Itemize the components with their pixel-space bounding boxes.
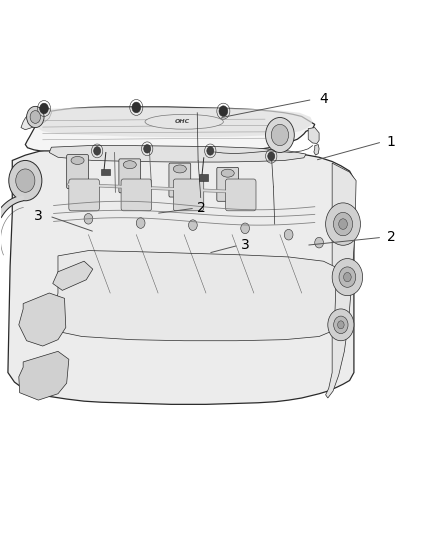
Polygon shape [51, 251, 336, 341]
Circle shape [325, 203, 360, 245]
Circle shape [268, 152, 275, 160]
Circle shape [338, 321, 344, 329]
Circle shape [136, 217, 145, 228]
Circle shape [271, 124, 289, 146]
Polygon shape [308, 127, 319, 143]
Circle shape [40, 103, 48, 114]
Circle shape [241, 223, 250, 233]
Polygon shape [8, 144, 354, 405]
Text: 1: 1 [386, 135, 396, 149]
Polygon shape [19, 293, 66, 346]
Ellipse shape [145, 114, 223, 129]
FancyBboxPatch shape [217, 167, 239, 201]
Ellipse shape [71, 157, 84, 165]
Circle shape [219, 106, 228, 116]
Text: OHC: OHC [174, 119, 190, 124]
Circle shape [188, 220, 197, 230]
Circle shape [144, 144, 151, 153]
FancyBboxPatch shape [69, 179, 99, 211]
Circle shape [333, 213, 353, 236]
Text: 3: 3 [34, 209, 43, 223]
Circle shape [339, 267, 356, 287]
Circle shape [343, 272, 351, 282]
Text: 4: 4 [319, 93, 328, 107]
Circle shape [328, 309, 354, 341]
Circle shape [132, 102, 141, 113]
Circle shape [284, 229, 293, 240]
FancyBboxPatch shape [119, 159, 141, 193]
Polygon shape [49, 146, 306, 162]
Text: 3: 3 [241, 238, 250, 252]
Circle shape [30, 111, 41, 123]
Circle shape [332, 259, 363, 296]
Circle shape [94, 147, 101, 155]
FancyBboxPatch shape [121, 179, 152, 211]
Circle shape [9, 160, 42, 201]
Circle shape [84, 214, 93, 224]
Ellipse shape [221, 169, 234, 177]
Ellipse shape [173, 165, 186, 173]
FancyBboxPatch shape [67, 155, 88, 189]
Polygon shape [325, 163, 356, 398]
Polygon shape [25, 107, 315, 153]
Polygon shape [39, 108, 313, 137]
Text: 2: 2 [387, 230, 395, 244]
Circle shape [27, 107, 44, 127]
Polygon shape [53, 261, 93, 290]
FancyBboxPatch shape [101, 169, 110, 175]
FancyBboxPatch shape [226, 179, 256, 211]
FancyBboxPatch shape [169, 163, 191, 197]
Circle shape [339, 219, 347, 229]
Circle shape [16, 169, 35, 192]
Polygon shape [21, 108, 51, 130]
Text: 2: 2 [197, 201, 206, 215]
FancyBboxPatch shape [173, 179, 204, 211]
Circle shape [334, 316, 348, 334]
Circle shape [265, 117, 294, 152]
Circle shape [315, 237, 323, 248]
Polygon shape [19, 351, 69, 400]
FancyBboxPatch shape [199, 174, 208, 181]
Ellipse shape [123, 161, 136, 168]
Polygon shape [314, 144, 319, 155]
Circle shape [207, 147, 214, 155]
